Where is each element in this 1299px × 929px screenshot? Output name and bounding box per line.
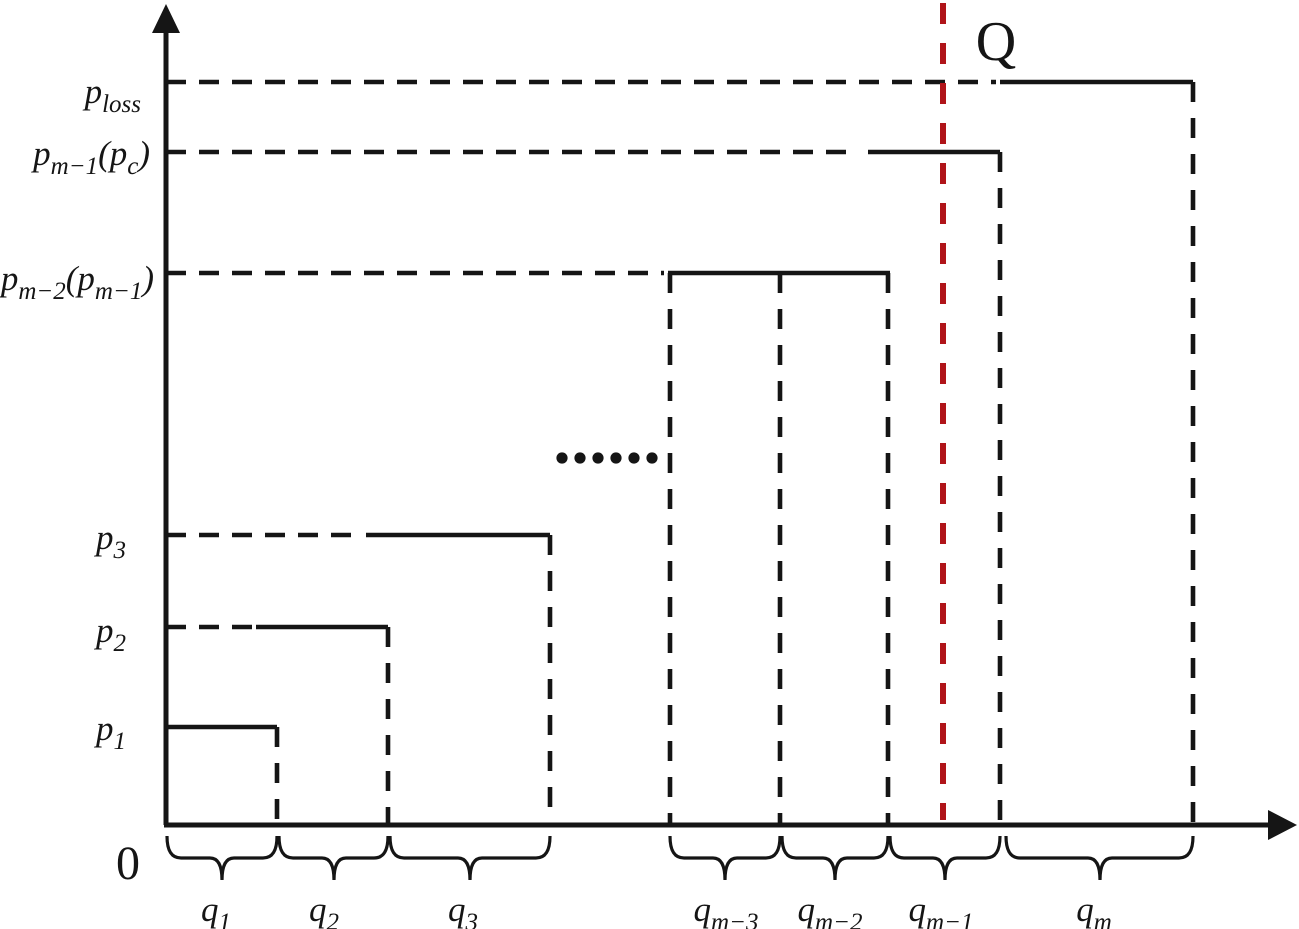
- y-label-p1: p1: [93, 709, 126, 755]
- brace-q-m: [1004, 835, 1195, 881]
- x-label-q3: q3: [448, 890, 478, 929]
- brace-q-m-3: [668, 835, 782, 881]
- y-label-p-loss: ploss: [82, 72, 141, 118]
- brace-q-m-2: [780, 835, 890, 881]
- y-axis-arrowhead: [152, 4, 180, 33]
- y-label-p2: p2: [93, 611, 126, 657]
- x-label-q-m-3: qm−3: [694, 890, 759, 929]
- brace-q1: [165, 835, 279, 881]
- x-label-q-m: qm: [1076, 890, 1112, 929]
- q-marker-label: Q: [976, 11, 1016, 73]
- brace-q3: [388, 835, 552, 881]
- origin-label: 0: [116, 837, 140, 890]
- brace-q2: [277, 835, 390, 881]
- x-label-q2: q2: [309, 890, 339, 929]
- continuation-dots-icon: [556, 452, 658, 464]
- y-label-p3: p3: [93, 518, 126, 564]
- x-label-q-m-1: qm−1: [909, 890, 974, 929]
- brace-q-m-1: [888, 835, 1002, 881]
- x-label-q1: q1: [201, 890, 231, 929]
- y-label-p-m-1: pm−1(pc): [30, 134, 150, 180]
- x-label-q-m-2: qm−2: [798, 890, 863, 929]
- x-axis-arrowhead: [1268, 810, 1297, 840]
- y-label-p-m-2: pm−2(pm−1): [0, 259, 154, 305]
